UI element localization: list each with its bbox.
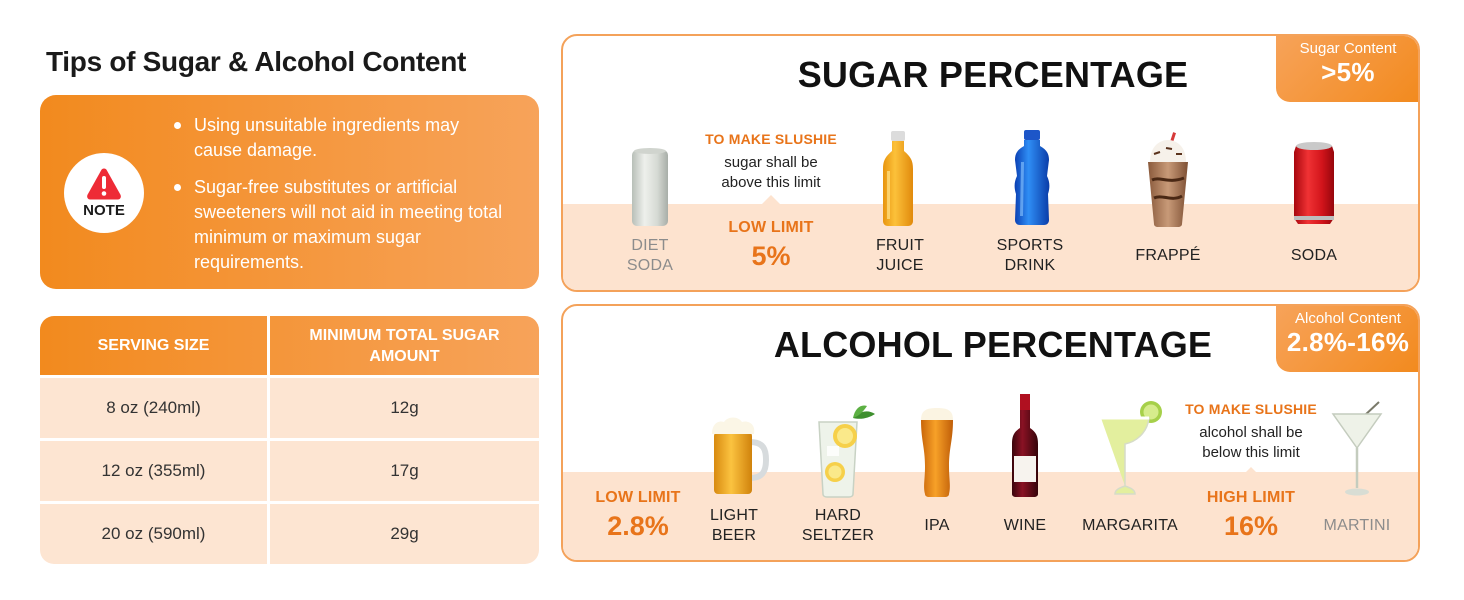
table-row: 20 oz (590ml) 29g: [40, 504, 539, 564]
cell-serving-size: 12 oz (355ml): [40, 441, 270, 501]
drink-label: WINE: [1003, 517, 1047, 534]
sugar-panel: SUGAR PERCENTAGE Sugar Content >5% DIET …: [561, 34, 1420, 292]
drink-label: LIGHT: [709, 507, 759, 524]
drink-hard-seltzer: HARD SELTZER: [793, 506, 883, 546]
note-badge: NOTE: [64, 153, 144, 233]
cell-serving-size: 8 oz (240ml): [40, 378, 270, 438]
pointer-arrow-icon: [761, 195, 781, 205]
drink-frappe: FRAPPÉ: [1128, 246, 1208, 266]
cell-sugar-amount: 29g: [390, 524, 419, 543]
alcohol-high-limit-value: 16%: [1223, 511, 1279, 541]
note-bullet: Using unsuitable ingredients may cause d…: [172, 113, 512, 163]
header-min-sugar-label: MINIMUM TOTAL SUGAR AMOUNT: [309, 326, 500, 365]
alcohol-slushie-text: alcohol shall be: [1199, 424, 1303, 441]
alcohol-panel: ALCOHOL PERCENTAGE Alcohol Content 2.8%-…: [561, 304, 1420, 562]
tips-title: Tips of Sugar & Alcohol Content: [46, 46, 467, 77]
drink-label: SODA: [1290, 247, 1338, 264]
red-soda-can-icon: [1294, 142, 1334, 224]
alcohol-content-label: Alcohol Content: [1295, 310, 1401, 327]
sugar-slushie-text: sugar shall be: [724, 154, 818, 171]
drink-label: IPA: [924, 517, 950, 534]
sugar-content-badge: Sugar Content >5%: [1276, 36, 1418, 102]
alcohol-low-limit-label: LOW LIMIT: [595, 489, 681, 506]
white-can-icon: [632, 148, 668, 226]
header-serving-size: SERVING SIZE: [40, 316, 270, 375]
drink-label: HARD: [814, 507, 862, 524]
alcohol-band: [563, 472, 1418, 560]
serving-size-table: SERVING SIZE MINIMUM TOTAL SUGAR AMOUNT …: [40, 316, 539, 564]
pointer-arrow-icon: [1241, 467, 1261, 477]
sugar-band: [563, 204, 1418, 290]
alcohol-content-value: 2.8%-16%: [1286, 327, 1410, 357]
note-label: NOTE: [83, 202, 125, 219]
beer-mug-icon: [712, 417, 770, 494]
drink-soda: SODA: [1274, 246, 1354, 266]
martini-glass-icon: [1331, 401, 1383, 496]
drink-margarita: MARGARITA: [1065, 516, 1195, 536]
drink-label: SODA: [626, 257, 674, 274]
sugar-title: SUGAR PERCENTAGE: [797, 54, 1189, 95]
header-min-sugar: MINIMUM TOTAL SUGAR AMOUNT: [270, 316, 539, 375]
seltzer-glass-icon: [818, 405, 875, 498]
alcohol-slushie-heading: TO MAKE SLUSHIE: [1185, 401, 1317, 417]
alcohol-high-limit-label: HIGH LIMIT: [1206, 489, 1296, 506]
sugar-low-limit-value: 5%: [751, 241, 791, 271]
drink-label: JUICE: [876, 257, 924, 274]
drink-label: SELTZER: [801, 527, 875, 544]
drink-label: BEER: [711, 527, 757, 544]
drink-label: DRINK: [1004, 257, 1056, 274]
drink-label: FRAPPÉ: [1135, 247, 1201, 264]
sugar-slushie-heading: TO MAKE SLUSHIE: [705, 131, 837, 147]
drink-light-beer: LIGHT BEER: [694, 506, 774, 546]
drink-label: MARGARITA: [1082, 517, 1178, 534]
drink-label: MARTINI: [1323, 517, 1391, 534]
table-header: SERVING SIZE MINIMUM TOTAL SUGAR AMOUNT: [40, 316, 539, 375]
cell-sugar-amount: 17g: [390, 461, 419, 480]
cell-sugar-amount: 12g: [390, 398, 419, 417]
note-bullets: Using unsuitable ingredients may cause d…: [172, 113, 512, 287]
drink-label: SPORTS: [996, 237, 1064, 254]
wine-bottle-icon: [1012, 394, 1038, 497]
alcohol-slushie-text: below this limit: [1202, 444, 1300, 461]
note-bullet: Sugar-free substitutes or artificial swe…: [172, 175, 512, 275]
drink-fruit-juice: FRUIT JUICE: [860, 236, 940, 276]
drink-label: FRUIT: [875, 237, 925, 254]
drink-diet-soda: DIET SODA: [610, 236, 690, 276]
alcohol-title: ALCOHOL PERCENTAGE: [773, 324, 1213, 365]
sugar-content-value: >5%: [1321, 57, 1375, 87]
sugar-slushie-text: above this limit: [721, 174, 821, 191]
sugar-low-limit-label: LOW LIMIT: [728, 219, 814, 236]
drink-wine: WINE: [985, 516, 1065, 536]
sports-drink-bottle-icon: [1014, 130, 1050, 225]
sugar-content-label: Sugar Content: [1299, 40, 1397, 57]
drink-ipa: IPA: [897, 516, 977, 536]
drink-martini: MARTINI: [1317, 516, 1397, 536]
alcohol-low-limit-value: 2.8%: [607, 511, 669, 541]
note-box: NOTE Using unsuitable ingredients may ca…: [40, 95, 539, 289]
drink-label: DIET: [631, 237, 669, 254]
alcohol-content-badge: Alcohol Content 2.8%-16%: [1276, 306, 1418, 372]
margarita-glass-icon: [1101, 401, 1162, 495]
cell-serving-size: 20 oz (590ml): [40, 504, 270, 564]
table-row: 12 oz (355ml) 17g: [40, 441, 539, 501]
ipa-pint-icon: [921, 408, 953, 497]
frappe-cup-icon: [1148, 132, 1188, 227]
juice-bottle-icon: [883, 131, 913, 226]
warning-triangle-icon: [87, 168, 121, 200]
table-row: 8 oz (240ml) 12g: [40, 378, 539, 438]
drink-sports-drink: SPORTS DRINK: [980, 236, 1080, 276]
